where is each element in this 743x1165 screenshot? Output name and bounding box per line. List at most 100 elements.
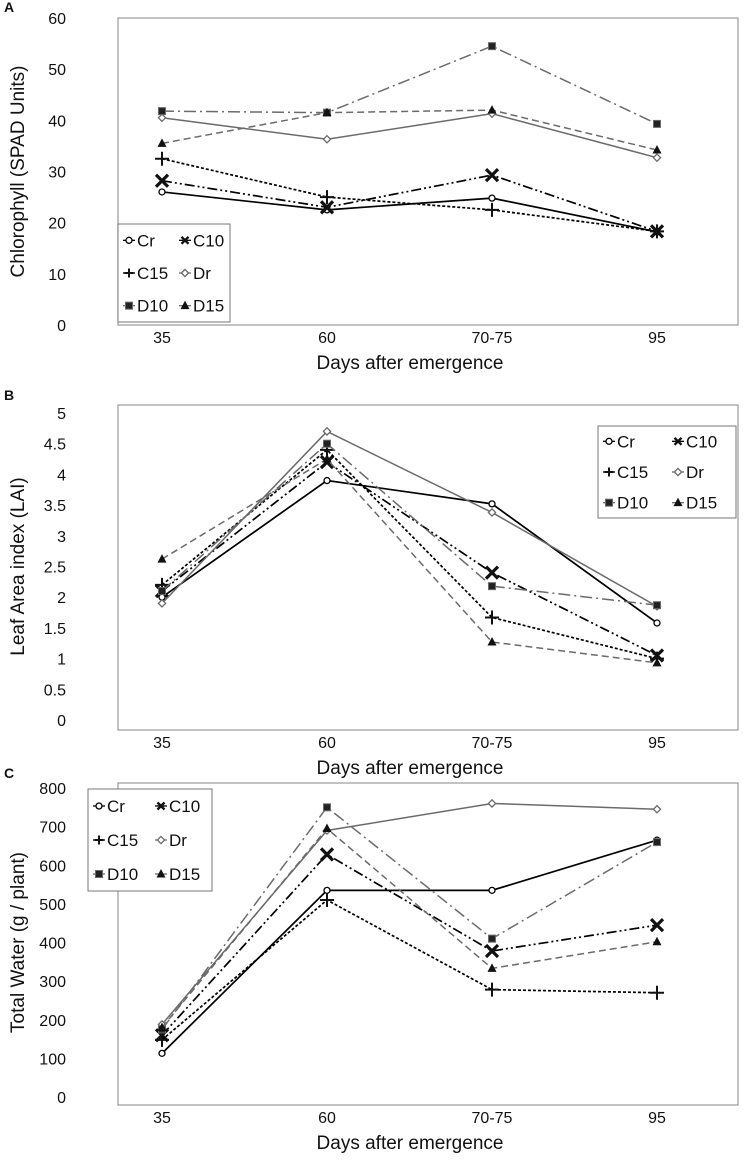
plot-frame <box>117 782 739 1106</box>
plus-marker <box>124 268 134 278</box>
triangle-marker <box>652 657 662 667</box>
series-c10 <box>154 167 665 239</box>
circle-marker <box>653 619 661 627</box>
legend-box <box>597 425 737 519</box>
triangle-marker <box>487 105 497 114</box>
x-marker <box>319 847 335 862</box>
x-marker <box>156 801 166 811</box>
square-marker <box>158 107 166 116</box>
legend-item-cr: Cr <box>93 797 125 816</box>
square-marker <box>95 870 103 878</box>
series-line <box>161 109 658 151</box>
panel-letter: B <box>4 387 14 403</box>
y-tick-label: 5 <box>57 406 66 423</box>
legend-item-cr: Cr <box>603 432 635 451</box>
triangle-marker <box>322 823 332 833</box>
y-tick-label: 100 <box>39 1051 66 1068</box>
legend-item-dr: Dr <box>155 831 187 850</box>
series-line <box>161 112 658 159</box>
circle-marker <box>158 1049 166 1058</box>
y-tick-label: 4.5 <box>44 437 66 454</box>
series-line <box>161 442 658 606</box>
chart-panel-a: A 0 10 20 30 40 50 60 35 60 70-75 95 Days after emer… <box>4 0 739 374</box>
legend-item-cr: Cr <box>123 231 155 250</box>
y-tick-label: 800 <box>39 781 66 798</box>
y-tick-label: 600 <box>39 858 66 875</box>
legend-label: D10 <box>137 297 168 316</box>
plus-marker <box>485 982 499 997</box>
panel-letter: A <box>4 0 14 15</box>
legend: Cr C10 C15 Dr D10 D15 <box>597 425 737 519</box>
series-line <box>161 45 658 125</box>
y-tick-label: 4 <box>57 467 66 484</box>
legend-label: C10 <box>193 231 224 250</box>
series-d10 <box>158 42 661 128</box>
chart-panel-c: C 0 100 200 300 400 500 600 700 800 35 60 70-75 95 Day… <box>4 765 739 1154</box>
y-tick-label: 2 <box>57 590 66 607</box>
circle-marker <box>488 500 496 508</box>
series-line <box>161 839 658 1054</box>
x-marker <box>484 943 500 959</box>
y-tick-label: 50 <box>48 62 66 79</box>
x-marker <box>649 917 665 933</box>
square-marker <box>488 934 496 943</box>
x-tick-label: 60 <box>318 1110 336 1127</box>
legend-label: D10 <box>617 494 648 513</box>
legend-item-c10: C10 <box>179 231 224 250</box>
series-c15 <box>155 442 664 666</box>
plus-marker <box>94 835 104 845</box>
circle-marker <box>605 437 613 445</box>
triangle-marker <box>673 497 683 507</box>
series-dr <box>157 109 662 163</box>
circle-marker <box>323 886 331 895</box>
legend-item-d10: D10 <box>93 865 138 884</box>
series-line <box>161 479 658 624</box>
series-c15 <box>155 893 664 1047</box>
legend-label: C10 <box>686 432 717 451</box>
y-axis-title: Leaf Area index (LAI) <box>8 477 29 656</box>
series-line <box>161 898 658 1041</box>
series-line <box>161 191 658 233</box>
circle-marker <box>323 476 331 485</box>
plus-marker <box>485 202 499 217</box>
series-dr <box>157 798 662 1029</box>
series-line <box>161 461 658 657</box>
y-tick-label: 500 <box>39 897 66 914</box>
legend-item-c15: C15 <box>603 463 648 482</box>
legend-box <box>87 788 213 892</box>
y-axis-title: Chlorophyll (SPAD Units) <box>8 66 29 278</box>
triangle-marker <box>157 138 167 147</box>
series-cr <box>158 476 661 627</box>
x-marker <box>154 173 170 188</box>
x-tick-label: 35 <box>153 330 171 347</box>
y-tick-label: 20 <box>48 216 66 233</box>
legend-label: Dr <box>169 831 187 850</box>
series-line <box>161 430 658 608</box>
series-line <box>161 157 658 233</box>
plus-marker <box>604 467 614 477</box>
x-tick-label: 70-75 <box>472 330 513 347</box>
y-tick-label: 2.5 <box>44 560 66 577</box>
legend-label: C15 <box>107 831 138 850</box>
square-marker <box>323 803 331 812</box>
square-marker <box>653 119 661 128</box>
triangle-marker <box>652 936 662 946</box>
triangle-marker <box>652 145 662 154</box>
y-tick-label: 700 <box>39 820 66 837</box>
legend-label: Cr <box>107 797 125 816</box>
legend-label: D15 <box>193 297 224 316</box>
y-tick-label: 0 <box>57 318 66 335</box>
x-tick-label: 60 <box>318 735 336 752</box>
circle-marker <box>95 802 103 810</box>
legend-item-c15: C15 <box>93 831 138 850</box>
y-tick-label: 40 <box>48 113 66 130</box>
plus-marker <box>650 224 664 239</box>
legend-item-d15: D15 <box>155 865 200 884</box>
circle-marker <box>488 886 496 895</box>
plus-marker <box>320 190 334 205</box>
square-marker <box>653 838 661 847</box>
legend-item-d15: D15 <box>179 297 224 316</box>
circle-marker <box>125 236 133 244</box>
series-line <box>161 827 658 1028</box>
